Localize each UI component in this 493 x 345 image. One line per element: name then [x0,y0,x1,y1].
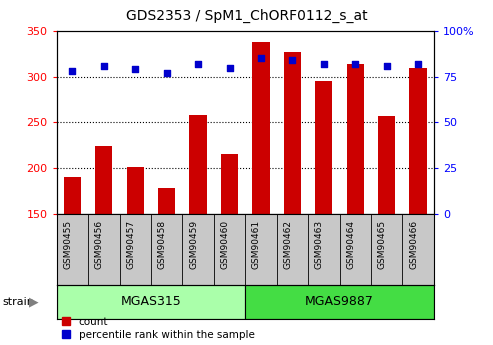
Bar [221,154,238,214]
Point [320,61,328,67]
Text: GSM90465: GSM90465 [378,219,387,269]
Point [131,67,139,72]
Bar [64,177,81,214]
Bar [252,42,270,214]
Text: GSM90461: GSM90461 [252,219,261,269]
Text: GDS2353 / SpM1_ChORF0112_s_at: GDS2353 / SpM1_ChORF0112_s_at [126,9,367,23]
Text: GSM90455: GSM90455 [64,219,72,269]
Point [69,69,76,74]
Bar [245,285,434,319]
Text: GSM90463: GSM90463 [315,219,324,269]
Point [257,56,265,61]
Bar [315,81,332,214]
Text: GSM90464: GSM90464 [346,219,355,268]
Bar [57,285,245,319]
Bar [189,115,207,214]
Text: GSM90462: GSM90462 [283,219,292,268]
Point [163,70,171,76]
Bar [410,68,427,214]
Text: GSM90456: GSM90456 [95,219,104,269]
Text: strain: strain [2,297,35,307]
Text: GSM90459: GSM90459 [189,219,198,269]
Point [352,61,359,67]
Text: ▶: ▶ [29,295,38,308]
Text: GSM90458: GSM90458 [158,219,167,269]
Text: MGAS315: MGAS315 [121,295,181,308]
Bar [378,116,395,214]
Point [226,65,234,70]
Bar [158,188,176,214]
Point [414,61,422,67]
Point [383,63,390,69]
Text: GSM90457: GSM90457 [126,219,135,269]
Point [100,63,108,69]
Text: MGAS9887: MGAS9887 [305,295,374,308]
Text: GSM90460: GSM90460 [220,219,230,269]
Bar [284,52,301,214]
Bar [347,64,364,214]
Point [194,61,202,67]
Legend: count, percentile rank within the sample: count, percentile rank within the sample [62,317,254,340]
Point [288,58,296,63]
Bar [95,146,112,214]
Text: GSM90466: GSM90466 [409,219,418,269]
Bar [127,167,144,214]
